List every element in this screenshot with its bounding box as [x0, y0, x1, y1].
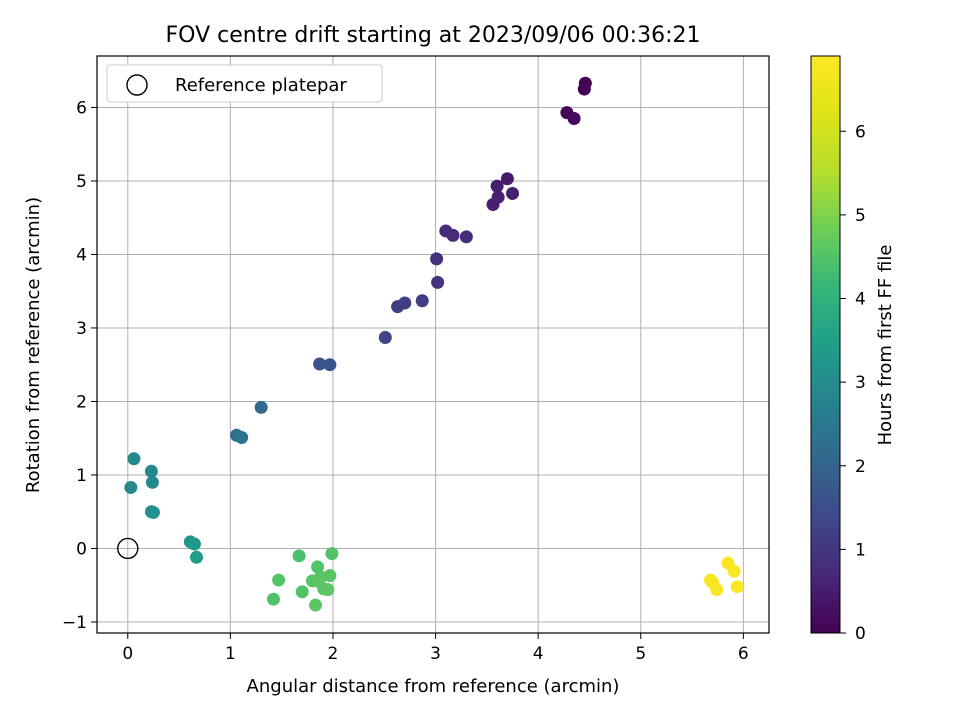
data-point	[710, 583, 724, 597]
y-tick-label: 6	[76, 98, 87, 118]
data-point	[235, 430, 249, 444]
chart-title: FOV centre drift starting at 2023/09/06 …	[166, 23, 701, 48]
colorbar-tick-label: 4	[855, 290, 866, 310]
data-point	[430, 252, 444, 266]
x-tick-label: 4	[533, 644, 544, 664]
x-tick-label: 6	[738, 644, 749, 664]
colorbar-tick-label: 0	[855, 624, 866, 644]
x-tick-label: 5	[635, 644, 646, 664]
data-point	[187, 537, 201, 551]
colorbar-tick-label: 6	[855, 122, 866, 142]
reference-platepar-marker	[117, 537, 139, 560]
data-point	[567, 111, 581, 125]
legend-box	[106, 64, 383, 103]
data-point	[727, 564, 741, 578]
y-tick-label: 5	[76, 172, 87, 192]
x-axis-label: Angular distance from reference (arcmin)	[247, 676, 620, 697]
y-tick-label: 1	[76, 466, 87, 486]
data-point	[144, 464, 158, 478]
x-tick-label: 2	[328, 644, 339, 664]
data-point	[266, 592, 280, 606]
data-point	[506, 186, 520, 200]
data-point	[127, 452, 141, 466]
legend: Reference platepar	[106, 64, 383, 103]
data-point	[490, 179, 504, 193]
colorbar-label: Hours from first FF file	[875, 245, 896, 446]
colorbar-tick-label: 2	[855, 457, 866, 477]
data-point	[145, 475, 159, 489]
data-point	[391, 300, 405, 314]
data-point	[577, 82, 591, 96]
data-point	[378, 331, 392, 345]
data-point	[272, 573, 286, 587]
colorbar-tick-label: 3	[855, 373, 866, 393]
colorbar: 0 1 2 3 4 5 6 Hours from first FF file	[810, 55, 896, 644]
y-tick-label: −1	[62, 613, 87, 633]
axis-ticks: 0 1 2 3 4 5 6 −1 0 1 2 3 4 5 6	[62, 98, 749, 664]
data-point	[500, 172, 514, 186]
data-point	[311, 560, 325, 574]
colorbar-tick-label: 5	[855, 206, 866, 226]
data-point	[321, 583, 335, 597]
data-point	[325, 547, 339, 561]
colorbar-ticks: 0 1 2 3 4 5 6	[840, 122, 866, 644]
data-point	[295, 585, 309, 599]
y-axis-label: Rotation from reference (arcmin)	[23, 197, 44, 493]
colorbar-tick-label: 1	[855, 540, 866, 560]
legend-label: Reference platepar	[175, 75, 347, 96]
y-tick-label: 4	[76, 245, 87, 265]
data-point	[730, 580, 744, 594]
data-point	[323, 358, 337, 372]
x-tick-label: 0	[122, 644, 133, 664]
y-tick-label: 0	[76, 539, 87, 559]
data-point	[313, 357, 327, 371]
data-point	[309, 598, 323, 612]
plot-area-frame	[96, 55, 770, 634]
data-point	[415, 294, 429, 308]
x-tick-label: 3	[430, 644, 441, 664]
data-point	[459, 230, 473, 244]
legend-reference-marker	[126, 74, 148, 96]
colorbar-gradient	[810, 55, 841, 634]
y-tick-label: 2	[76, 392, 87, 412]
data-point	[254, 400, 268, 414]
data-point	[431, 275, 445, 289]
data-point	[124, 480, 138, 494]
x-tick-label: 1	[225, 644, 236, 664]
data-point	[190, 550, 204, 564]
data-point	[292, 549, 306, 563]
data-point	[146, 505, 160, 519]
y-tick-label: 3	[76, 319, 87, 339]
data-point	[446, 228, 460, 242]
data-points	[117, 76, 744, 612]
data-point	[486, 197, 500, 211]
